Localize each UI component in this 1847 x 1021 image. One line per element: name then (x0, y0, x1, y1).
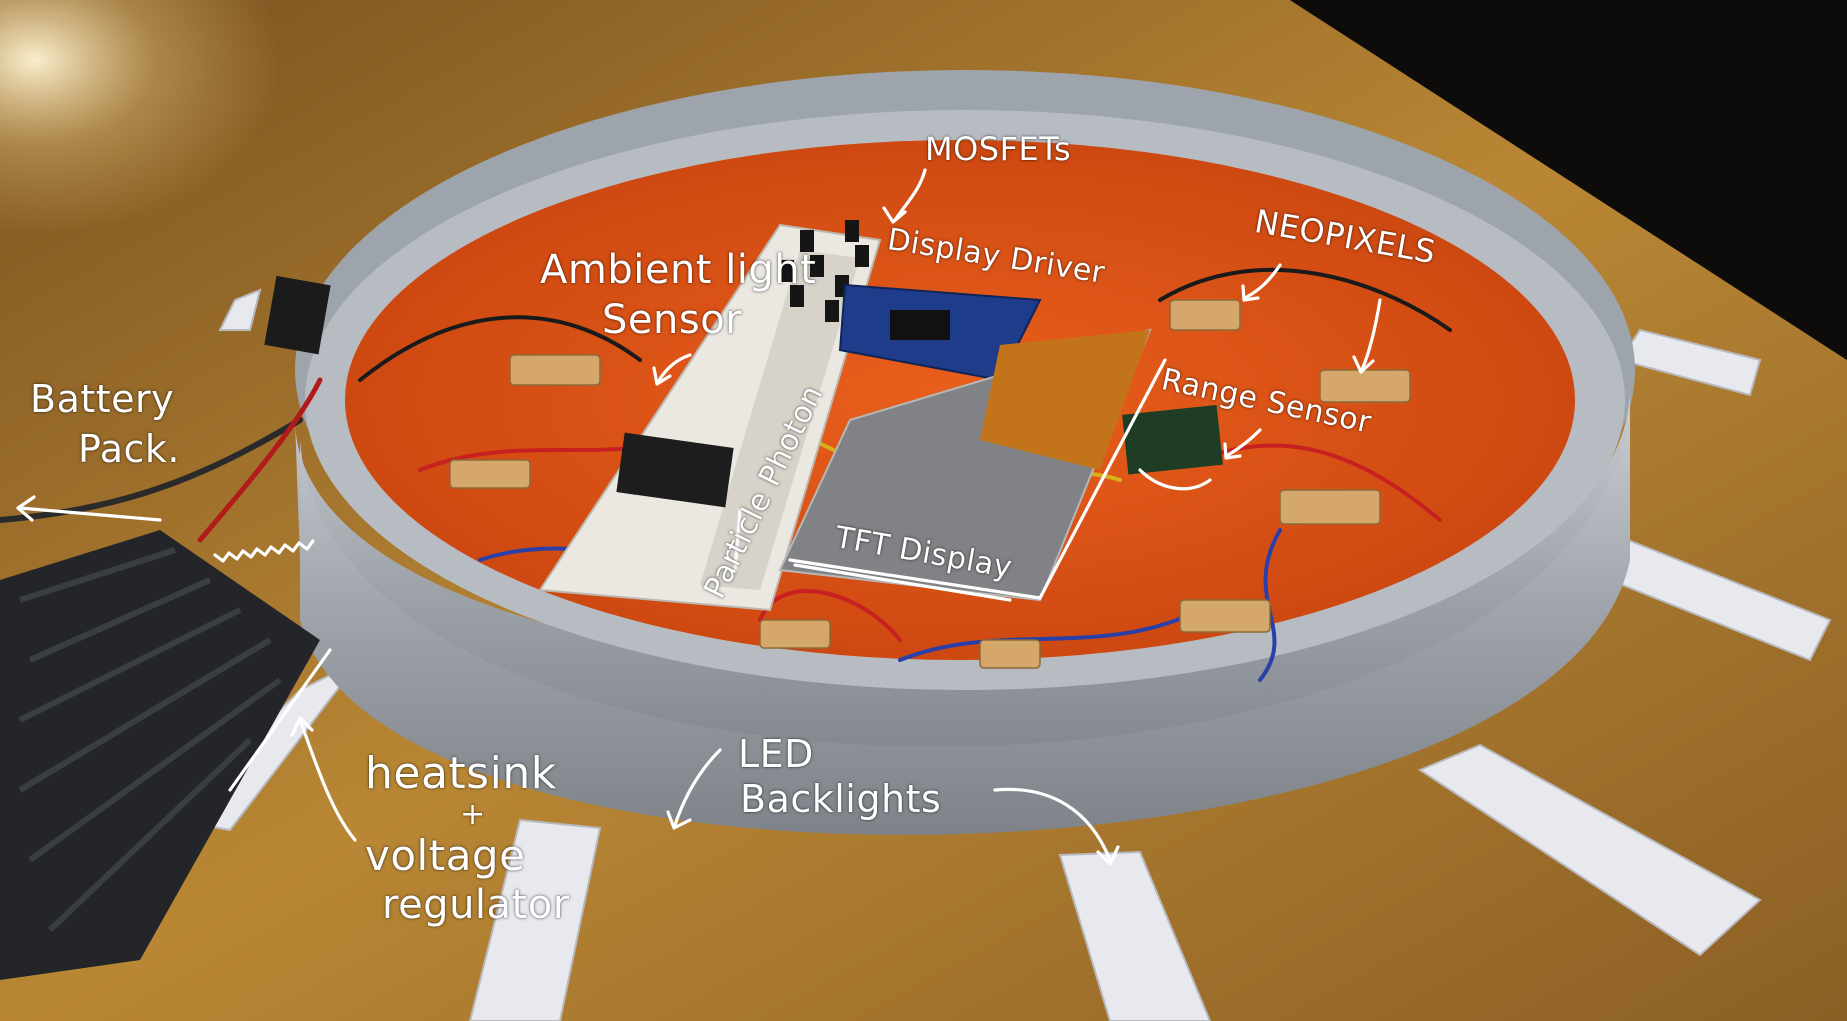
label-pack: Pack. (78, 427, 180, 471)
label-plus: + (460, 797, 486, 832)
annotation-arrows (16, 168, 1382, 866)
aluminum-ring-front (295, 390, 1630, 783)
wall-corner-shadow (1290, 0, 1847, 360)
label-led: LED (738, 732, 814, 776)
heatsink (0, 530, 320, 980)
particle-photon-board (616, 432, 734, 508)
mosfets (780, 220, 869, 322)
label-voltage: voltage (365, 831, 526, 880)
battery-connector (264, 275, 331, 355)
label-regulator: regulator (382, 882, 570, 928)
range-sensor-board (1122, 404, 1223, 475)
label-mosfets: MOSFETs (925, 130, 1072, 168)
led-clusters (449, 299, 1411, 669)
label-heatsink: heatsink (365, 748, 557, 799)
led-backlight-strips (167, 288, 1832, 1021)
label-ambient-light: Ambient light (540, 247, 817, 293)
label-backlights: Backlights (740, 777, 942, 821)
label-battery: Battery (30, 377, 175, 421)
label-sensor: Sensor (602, 297, 743, 343)
